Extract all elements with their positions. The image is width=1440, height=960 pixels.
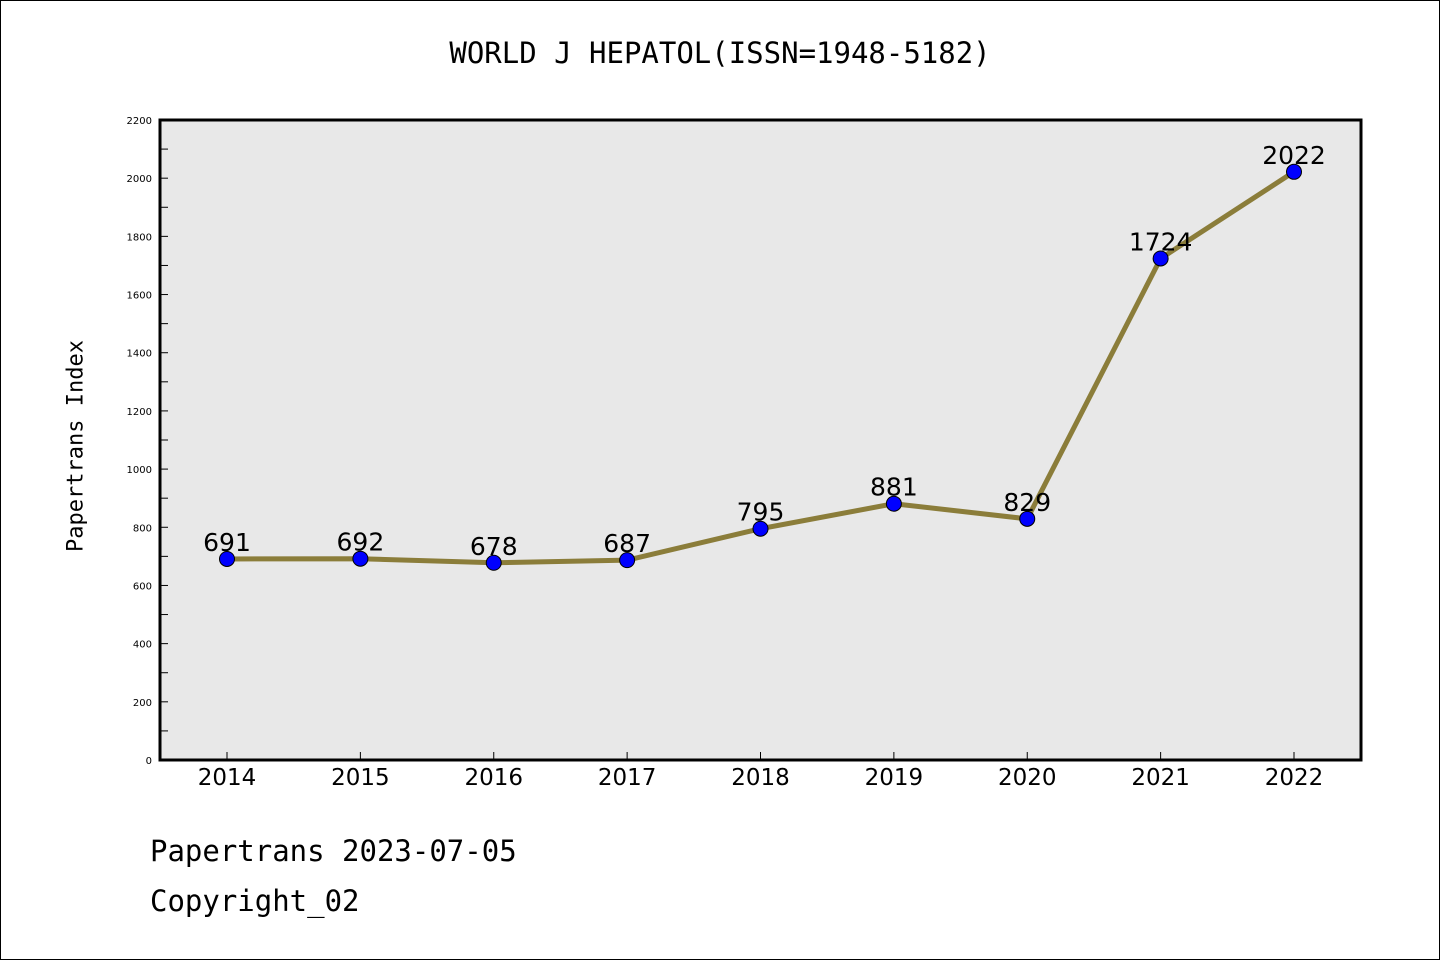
footer-date: Papertrans 2023-07-05	[150, 834, 517, 868]
data-label: 678	[470, 532, 518, 561]
data-label: 687	[603, 529, 651, 558]
y-tick-label: 1800	[127, 232, 152, 243]
x-axis: 2014 2015 2016 2017 2018 2019 2020 2021 2022	[198, 752, 1324, 791]
y-tick-label: 1200	[127, 407, 152, 418]
x-tick-label: 2015	[331, 765, 390, 791]
data-point	[1286, 163, 1302, 180]
chart-title: WORLD J HEPATOL(ISSN=1948-5182)	[449, 36, 991, 70]
data-point	[219, 550, 235, 567]
data-label: 2022	[1262, 141, 1326, 170]
data-point	[619, 552, 636, 569]
x-tick-label: 2018	[731, 765, 790, 791]
y-tick-label: 2000	[127, 174, 152, 185]
x-tick-label: 2021	[1131, 765, 1190, 791]
x-tick-label: 2016	[464, 765, 523, 791]
plot-area	[158, 118, 1363, 762]
y-tick-label: 1400	[127, 349, 152, 360]
y-tick-label: 600	[133, 581, 152, 592]
data-label: 829	[1003, 488, 1051, 517]
x-tick-label: 2022	[1265, 765, 1324, 791]
y-tick-label: 2200	[127, 116, 152, 127]
x-tick-label: 2019	[865, 765, 924, 791]
y-axis: 0 200 400 600 800 1000 1200 1400 1600 1800 2000 220…	[127, 116, 168, 767]
data-point	[352, 550, 369, 567]
y-tick-label: 800	[133, 523, 152, 534]
data-point	[1152, 250, 1169, 267]
x-tick-label: 2017	[598, 765, 657, 791]
data-point	[1019, 510, 1036, 527]
footer-copyright: Copyright_02	[150, 884, 360, 918]
data-label: 881	[870, 473, 918, 502]
y-tick-label: 0	[146, 756, 152, 767]
y-tick-label: 1000	[127, 465, 152, 476]
data-point	[885, 495, 902, 512]
y-tick-label: 400	[133, 640, 152, 651]
data-label: 692	[337, 528, 385, 557]
data-label: 691	[203, 528, 251, 557]
y-tick-label: 1600	[127, 291, 152, 302]
y-tick-label: 200	[133, 698, 152, 709]
data-label: 795	[737, 498, 785, 527]
data-point	[485, 554, 502, 571]
x-tick-label: 2020	[998, 765, 1057, 791]
data-point	[752, 520, 769, 537]
data-label: 1724	[1129, 227, 1193, 256]
x-tick-label: 2014	[198, 765, 257, 791]
series-layer: 691 692 678 687 795 881 829 1724 2022	[203, 141, 1326, 571]
